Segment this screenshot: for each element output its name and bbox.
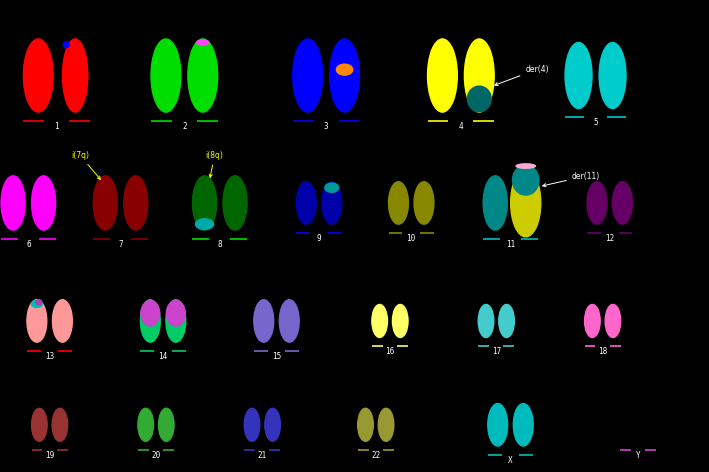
- Text: 4: 4: [459, 122, 463, 131]
- Ellipse shape: [52, 300, 72, 342]
- Ellipse shape: [613, 182, 632, 224]
- Text: 19: 19: [45, 451, 55, 460]
- Text: 20: 20: [151, 451, 161, 460]
- Text: 22: 22: [371, 451, 381, 460]
- Ellipse shape: [510, 169, 541, 237]
- Ellipse shape: [428, 39, 457, 112]
- Ellipse shape: [166, 300, 186, 342]
- Ellipse shape: [467, 86, 491, 112]
- Ellipse shape: [478, 304, 493, 337]
- Text: 7: 7: [118, 240, 123, 249]
- Ellipse shape: [488, 404, 508, 446]
- Text: 11: 11: [506, 240, 515, 249]
- Text: 18: 18: [598, 347, 608, 356]
- Text: 9: 9: [317, 234, 321, 243]
- Ellipse shape: [62, 39, 88, 112]
- Ellipse shape: [36, 300, 42, 305]
- Ellipse shape: [293, 39, 323, 112]
- Ellipse shape: [32, 408, 47, 441]
- Ellipse shape: [63, 42, 69, 48]
- Text: 6: 6: [26, 240, 30, 249]
- Ellipse shape: [188, 39, 218, 112]
- Ellipse shape: [254, 300, 274, 342]
- Ellipse shape: [124, 176, 148, 230]
- Ellipse shape: [513, 404, 533, 446]
- Ellipse shape: [484, 176, 508, 230]
- Ellipse shape: [244, 408, 259, 441]
- Ellipse shape: [565, 42, 592, 109]
- Text: 10: 10: [406, 234, 416, 243]
- Ellipse shape: [265, 408, 280, 441]
- Ellipse shape: [325, 183, 339, 193]
- Ellipse shape: [464, 39, 494, 112]
- Ellipse shape: [296, 182, 316, 224]
- Ellipse shape: [389, 182, 408, 224]
- Ellipse shape: [167, 301, 185, 326]
- Ellipse shape: [379, 408, 394, 441]
- Ellipse shape: [605, 304, 620, 337]
- Text: 21: 21: [257, 451, 267, 460]
- Ellipse shape: [27, 300, 47, 342]
- Ellipse shape: [330, 39, 359, 112]
- Text: 15: 15: [272, 352, 281, 361]
- Ellipse shape: [52, 408, 68, 441]
- Ellipse shape: [197, 40, 208, 45]
- Ellipse shape: [372, 304, 388, 337]
- Text: 14: 14: [158, 352, 168, 361]
- Ellipse shape: [141, 301, 160, 326]
- Text: 8: 8: [218, 240, 222, 249]
- Ellipse shape: [587, 182, 607, 224]
- Ellipse shape: [336, 64, 353, 75]
- Ellipse shape: [23, 39, 53, 112]
- Ellipse shape: [358, 408, 373, 441]
- Ellipse shape: [393, 304, 408, 337]
- Text: X: X: [508, 456, 513, 465]
- Text: i(7q): i(7q): [71, 151, 101, 179]
- Ellipse shape: [159, 408, 174, 441]
- Ellipse shape: [322, 182, 342, 224]
- Ellipse shape: [138, 408, 153, 441]
- Text: 12: 12: [605, 234, 615, 243]
- Text: 5: 5: [593, 118, 598, 127]
- Text: 13: 13: [45, 352, 55, 361]
- Ellipse shape: [599, 42, 626, 109]
- Ellipse shape: [151, 39, 181, 112]
- Text: der(11): der(11): [543, 171, 600, 186]
- Ellipse shape: [140, 300, 160, 342]
- Ellipse shape: [498, 304, 514, 337]
- Ellipse shape: [31, 176, 55, 230]
- Ellipse shape: [196, 219, 213, 229]
- Ellipse shape: [192, 176, 217, 230]
- Text: i(8q): i(8q): [206, 151, 223, 177]
- Ellipse shape: [94, 176, 118, 230]
- Ellipse shape: [223, 176, 247, 230]
- Text: 3: 3: [324, 122, 328, 131]
- Text: 17: 17: [491, 347, 501, 356]
- Text: 2: 2: [182, 122, 186, 131]
- Text: Y: Y: [636, 451, 640, 460]
- Ellipse shape: [584, 304, 600, 337]
- Ellipse shape: [279, 300, 299, 342]
- Text: der(4): der(4): [495, 65, 549, 85]
- Ellipse shape: [31, 300, 43, 308]
- Ellipse shape: [513, 165, 539, 195]
- Text: 16: 16: [385, 347, 395, 356]
- Text: 1: 1: [55, 122, 59, 131]
- Ellipse shape: [414, 182, 434, 224]
- Ellipse shape: [516, 164, 535, 168]
- Ellipse shape: [1, 176, 26, 230]
